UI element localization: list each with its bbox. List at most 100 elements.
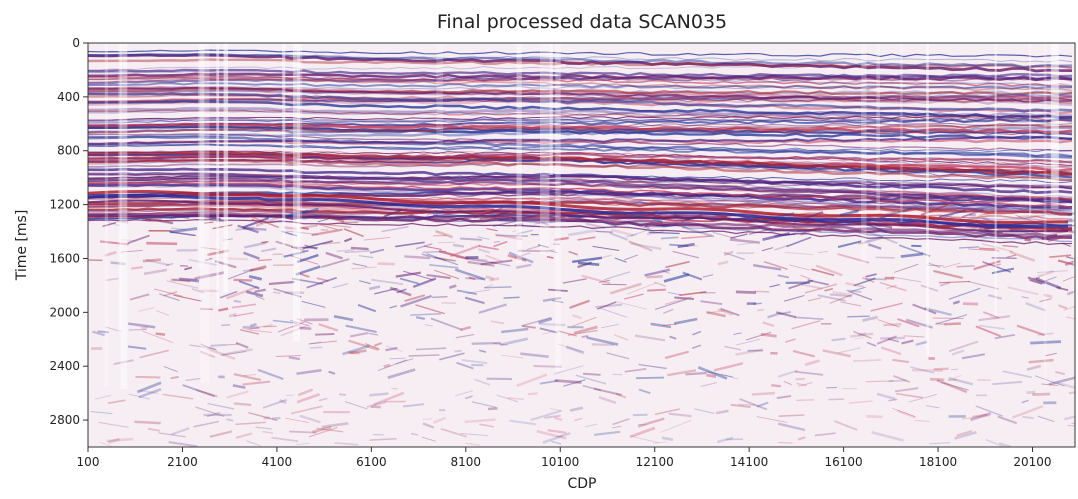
x-tick-label: 4100: [262, 455, 293, 469]
streak: [1029, 43, 1031, 216]
streak: [224, 43, 229, 293]
event: [146, 243, 177, 244]
event: [135, 377, 160, 378]
event: [866, 416, 882, 417]
y-tick-label: 2000: [49, 305, 80, 319]
event: [766, 224, 791, 225]
event: [686, 373, 707, 374]
streak: [900, 43, 903, 222]
event: [504, 297, 520, 298]
event: [889, 380, 907, 381]
event: [234, 280, 253, 281]
event: [948, 380, 957, 381]
event: [736, 292, 756, 293]
streak: [861, 43, 867, 265]
y-tick-label: 0: [72, 36, 80, 50]
event: [250, 324, 256, 326]
event: [171, 279, 197, 280]
event: [1010, 230, 1035, 231]
event: [472, 343, 501, 344]
x-axis-label: CDP: [568, 476, 597, 492]
streak: [118, 43, 121, 333]
event: [933, 318, 964, 319]
chart-title: Final processed data SCAN035: [437, 11, 727, 33]
y-tick-label: 2800: [49, 413, 80, 427]
event: [936, 323, 946, 324]
event: [423, 419, 432, 420]
event: [647, 290, 666, 291]
streak: [995, 43, 997, 316]
event: [310, 347, 323, 348]
event: [540, 324, 566, 325]
event: [646, 276, 662, 277]
event: [578, 263, 599, 265]
event: [1026, 392, 1035, 393]
event: [752, 393, 775, 394]
event: [674, 216, 681, 217]
event: [234, 301, 241, 302]
x-tick-label: 12100: [636, 455, 674, 469]
event: [847, 316, 870, 317]
event: [876, 257, 895, 258]
event: [911, 246, 921, 247]
event: [262, 242, 269, 243]
streak: [436, 43, 443, 145]
event: [454, 351, 461, 352]
event: [657, 225, 679, 227]
event: [488, 408, 498, 409]
event: [220, 215, 244, 216]
event: [757, 310, 764, 311]
event: [761, 334, 777, 336]
streak: [282, 43, 285, 246]
event: [977, 217, 988, 218]
event: [1025, 240, 1032, 241]
event: [633, 415, 648, 416]
event: [453, 245, 464, 247]
event: [129, 330, 147, 331]
event: [369, 394, 388, 396]
streak: [216, 43, 219, 306]
event: [339, 394, 346, 395]
event: [273, 292, 280, 293]
event: [272, 418, 280, 419]
event: [1069, 392, 1078, 393]
event: [602, 284, 627, 285]
y-tick-label: 400: [57, 90, 80, 104]
streak: [1044, 43, 1047, 383]
x-tick-label: 16100: [825, 455, 863, 469]
event: [528, 393, 537, 394]
event: [315, 334, 334, 335]
streak: [297, 43, 302, 253]
event: [263, 326, 276, 327]
streak: [1073, 43, 1078, 302]
event: [134, 422, 160, 423]
event: [221, 325, 230, 326]
y-tick-label: 800: [57, 144, 80, 158]
x-tick-label: 100: [77, 455, 100, 469]
x-tick-label: 20100: [1013, 455, 1051, 469]
event: [1023, 417, 1034, 418]
streak: [555, 43, 560, 371]
event: [945, 324, 961, 325]
event: [771, 385, 781, 386]
event: [937, 227, 950, 228]
event: [583, 374, 601, 375]
event: [754, 291, 769, 292]
streak: [876, 43, 880, 211]
event: [636, 378, 664, 379]
y-tick-label: 2400: [49, 359, 80, 373]
event: [1032, 394, 1050, 395]
event: [596, 231, 612, 232]
streak: [926, 43, 929, 356]
event: [490, 278, 499, 280]
streak: [105, 43, 108, 386]
event: [226, 258, 248, 259]
y-tick-label: 1600: [49, 251, 80, 265]
event: [934, 369, 949, 370]
event: [1018, 216, 1045, 217]
event: [142, 327, 148, 328]
event: [156, 334, 165, 335]
x-tick-label: 8100: [451, 455, 482, 469]
event: [979, 248, 996, 249]
